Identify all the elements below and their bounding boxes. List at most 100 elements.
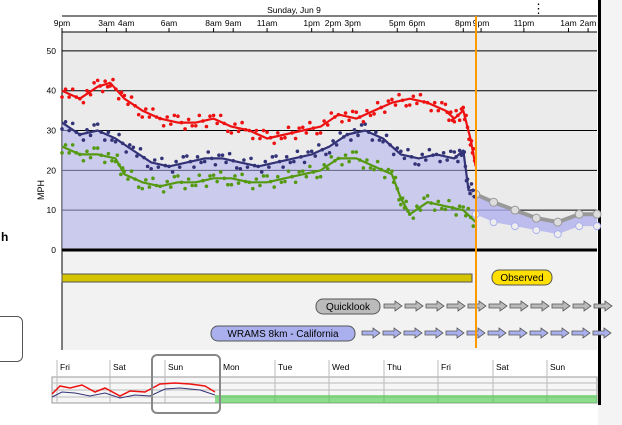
wrams-pill[interactable] xyxy=(210,325,356,342)
avg-point xyxy=(463,164,468,169)
lull-point xyxy=(386,167,391,172)
gust-point xyxy=(119,90,124,95)
lull-point xyxy=(74,151,79,155)
avg-point xyxy=(331,139,335,143)
y-tick-label: 50 xyxy=(47,46,57,56)
avg-point xyxy=(388,143,392,147)
gust-point xyxy=(365,108,369,113)
lull-point xyxy=(144,178,148,182)
overview-day-label: Fri xyxy=(441,362,451,372)
avg-point xyxy=(434,152,439,157)
x-tick-label: 11pm xyxy=(514,18,535,28)
gust-point xyxy=(108,84,112,88)
lull-point xyxy=(354,150,359,154)
x-tick-label: 8am xyxy=(205,18,222,28)
lull-point xyxy=(399,202,403,207)
avg-point xyxy=(210,156,214,161)
overview-day-label: Sat xyxy=(496,362,509,372)
lull-point xyxy=(343,153,348,158)
lull-point xyxy=(265,174,269,178)
lull-point xyxy=(222,176,227,181)
quicklook-pill[interactable] xyxy=(315,298,381,315)
lull-point xyxy=(106,151,111,156)
overview-day-label: Sat xyxy=(113,362,126,372)
lull-point xyxy=(193,183,198,188)
avg-point xyxy=(299,155,303,159)
avg-point xyxy=(313,154,318,158)
lull-point xyxy=(176,174,180,178)
gust-point xyxy=(469,139,474,143)
lull-point xyxy=(183,186,187,191)
lull-point xyxy=(247,180,252,185)
left-cut-box[interactable] xyxy=(0,316,23,362)
lull-point xyxy=(151,176,155,181)
gust-point xyxy=(333,115,337,119)
gust-point xyxy=(126,102,130,107)
gust-point xyxy=(379,105,384,110)
avg-point xyxy=(110,138,114,142)
gust-point xyxy=(158,116,162,121)
avg-point xyxy=(220,153,225,158)
lull-point xyxy=(233,174,237,178)
lull-point xyxy=(92,146,96,150)
gust-point xyxy=(133,104,137,108)
lull-point xyxy=(129,169,134,173)
lull-point xyxy=(432,208,437,212)
lull-point xyxy=(211,173,216,177)
gust-point xyxy=(400,98,405,103)
lull-point xyxy=(422,196,426,201)
gust-point xyxy=(407,103,412,107)
avg-point xyxy=(324,152,328,157)
lull-point xyxy=(168,185,173,189)
lull-point xyxy=(304,174,309,179)
gust-point xyxy=(368,113,373,118)
gust-point xyxy=(418,92,423,97)
overview-range-selector[interactable] xyxy=(151,354,221,414)
lull-point xyxy=(63,143,68,147)
forecast-lull-point xyxy=(575,222,584,231)
forecast-lull-point xyxy=(489,218,498,227)
overview-day-label: Wed xyxy=(332,362,350,372)
avg-point xyxy=(384,133,389,138)
observed-pill[interactable] xyxy=(491,269,553,286)
lull-point xyxy=(461,205,466,209)
avg-point xyxy=(160,156,164,161)
lull-point xyxy=(268,179,273,184)
gust-point xyxy=(85,88,89,93)
lull-point xyxy=(154,183,159,188)
gust-point xyxy=(452,119,457,124)
avg-point xyxy=(406,147,410,152)
avg-point xyxy=(227,151,232,156)
avg-point xyxy=(92,123,96,127)
avg-point xyxy=(292,159,296,164)
avg-point xyxy=(181,155,186,159)
x-tick-label: 6pm xyxy=(409,18,426,28)
lull-point xyxy=(365,158,369,162)
gust-point xyxy=(172,113,177,118)
lull-point xyxy=(218,170,223,174)
lull-point xyxy=(418,208,423,212)
gust-point xyxy=(70,87,75,91)
avg-point xyxy=(284,155,289,159)
lull-point xyxy=(450,205,455,210)
gust-point xyxy=(300,125,305,130)
x-tick-label: 3am xyxy=(98,18,115,28)
kebab-menu-icon[interactable]: ⋮ xyxy=(532,1,545,16)
avg-point xyxy=(117,132,121,137)
gust-point xyxy=(111,77,115,82)
gust-point xyxy=(372,112,376,116)
avg-point xyxy=(152,158,157,162)
gust-point xyxy=(382,110,387,115)
avg-point xyxy=(409,155,414,159)
avg-point xyxy=(145,164,150,169)
lull-point xyxy=(122,169,127,173)
quicklook-pill-label: Quicklook xyxy=(326,302,371,313)
gust-point xyxy=(265,130,269,134)
gust-point xyxy=(88,92,93,97)
lull-point xyxy=(407,212,412,216)
avg-point xyxy=(135,154,139,158)
lull-point xyxy=(402,205,407,210)
quicklook-arrow-icon xyxy=(488,300,508,312)
avg-point xyxy=(256,164,260,169)
